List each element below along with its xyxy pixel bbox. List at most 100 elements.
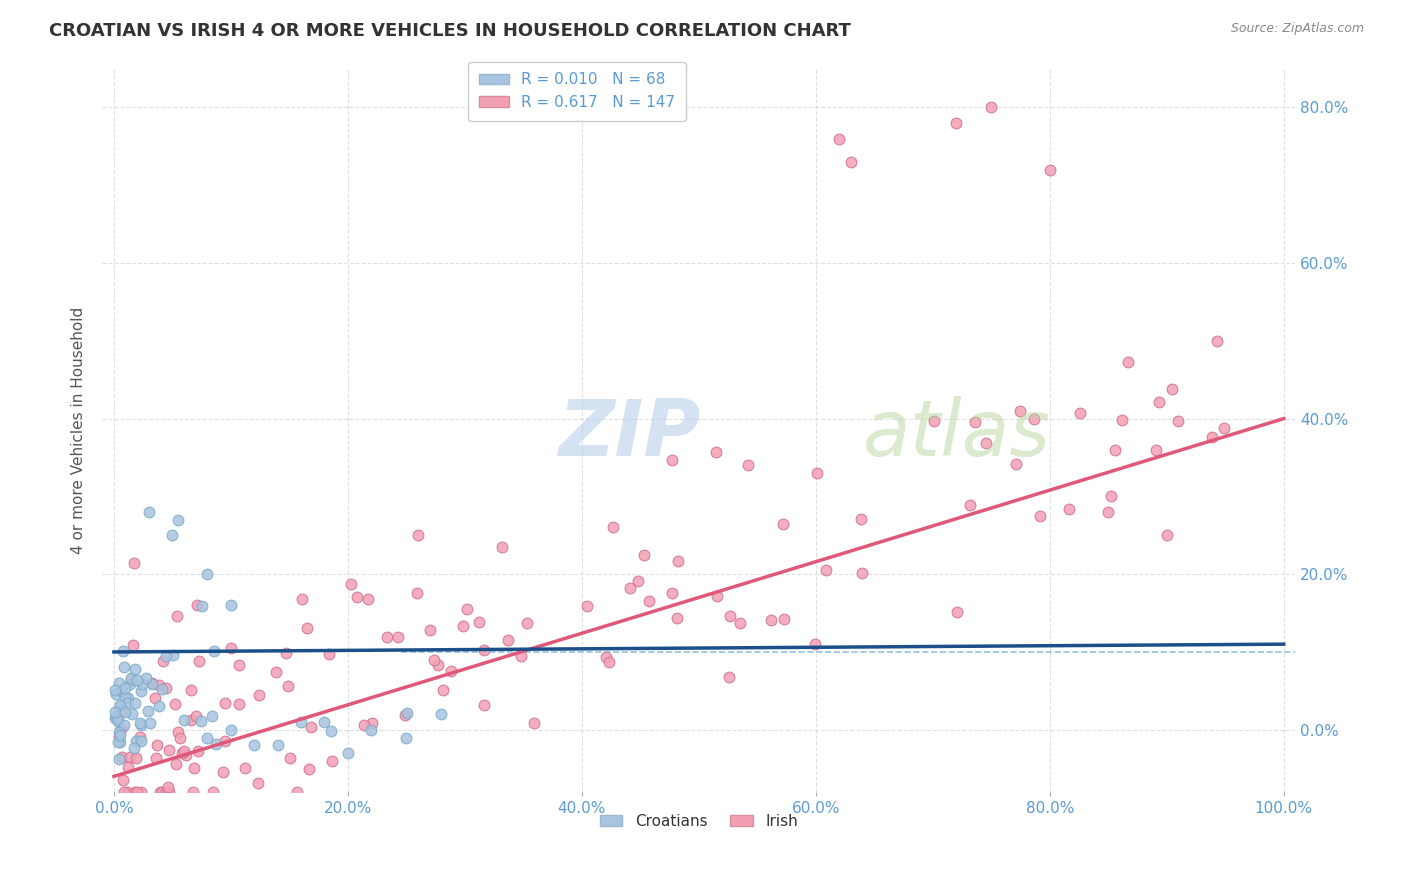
Point: [430, 707, 453, 722]
Point: [1201, 430, 1223, 444]
Point: [661, 586, 683, 600]
Point: [114, 690, 136, 705]
Point: [145, 738, 167, 752]
Point: [661, 453, 683, 467]
Point: [120, 677, 142, 691]
Point: [704, 445, 727, 459]
Point: [395, 731, 418, 745]
Point: [339, 576, 361, 591]
Point: [157, 743, 180, 757]
Point: [353, 717, 375, 731]
Point: [456, 601, 478, 615]
Point: [772, 516, 794, 531]
Point: [183, 761, 205, 775]
Point: [141, 677, 163, 691]
Point: [201, 708, 224, 723]
Text: atlas: atlas: [863, 396, 1050, 472]
Point: [155, 785, 177, 799]
Point: [440, 664, 463, 678]
Point: [360, 723, 382, 737]
Point: [112, 660, 135, 674]
Point: [468, 615, 491, 630]
Point: [336, 746, 359, 760]
Point: [129, 734, 152, 748]
Point: [187, 744, 209, 758]
Point: [202, 644, 225, 658]
Point: [318, 647, 340, 661]
Point: [718, 608, 741, 623]
Point: [108, 735, 131, 749]
Point: [219, 723, 242, 737]
Point: [264, 665, 287, 679]
Point: [108, 699, 131, 714]
Point: [110, 723, 132, 737]
Point: [406, 586, 429, 600]
Point: [184, 708, 207, 723]
Point: [980, 100, 1002, 114]
Point: [108, 675, 131, 690]
Point: [186, 598, 208, 612]
Point: [173, 744, 195, 758]
Point: [453, 619, 475, 633]
Point: [278, 751, 301, 765]
Point: [125, 673, 148, 687]
Point: [357, 592, 380, 607]
Point: [107, 734, 129, 748]
Point: [233, 761, 256, 775]
Point: [118, 749, 141, 764]
Point: [1206, 334, 1229, 348]
Point: [155, 649, 177, 664]
Point: [129, 785, 152, 799]
Point: [174, 747, 197, 762]
Point: [298, 762, 321, 776]
Point: [129, 684, 152, 698]
Point: [128, 730, 150, 744]
Point: [602, 519, 624, 533]
Point: [706, 589, 728, 603]
Point: [619, 581, 641, 595]
Point: [1111, 413, 1133, 427]
Point: [1104, 443, 1126, 458]
Point: [1010, 404, 1032, 418]
Point: [523, 716, 546, 731]
Point: [828, 131, 851, 145]
Point: [162, 528, 184, 542]
Point: [191, 599, 214, 613]
Point: [111, 750, 134, 764]
Point: [1097, 505, 1119, 519]
Point: [197, 567, 219, 582]
Point: [120, 673, 142, 687]
Point: [124, 785, 146, 799]
Point: [1144, 443, 1167, 458]
Point: [815, 563, 838, 577]
Point: [728, 615, 751, 630]
Point: [314, 714, 336, 729]
Point: [516, 616, 538, 631]
Point: [803, 637, 825, 651]
Point: [1099, 489, 1122, 503]
Point: [666, 611, 689, 625]
Point: [159, 785, 181, 799]
Point: [143, 690, 166, 705]
Point: [169, 731, 191, 746]
Point: [1022, 411, 1045, 425]
Text: Source: ZipAtlas.com: Source: ZipAtlas.com: [1230, 22, 1364, 36]
Point: [124, 662, 146, 676]
Point: [387, 630, 409, 644]
Point: [121, 706, 143, 721]
Point: [595, 649, 617, 664]
Point: [108, 728, 131, 742]
Point: [963, 415, 986, 429]
Point: [718, 670, 741, 684]
Point: [1028, 509, 1050, 524]
Point: [104, 683, 127, 698]
Point: [181, 785, 204, 799]
Point: [299, 721, 322, 735]
Point: [187, 654, 209, 668]
Point: [321, 723, 343, 738]
Point: [155, 681, 177, 695]
Point: [1116, 355, 1139, 369]
Point: [321, 754, 343, 768]
Point: [125, 785, 148, 799]
Point: [849, 512, 872, 526]
